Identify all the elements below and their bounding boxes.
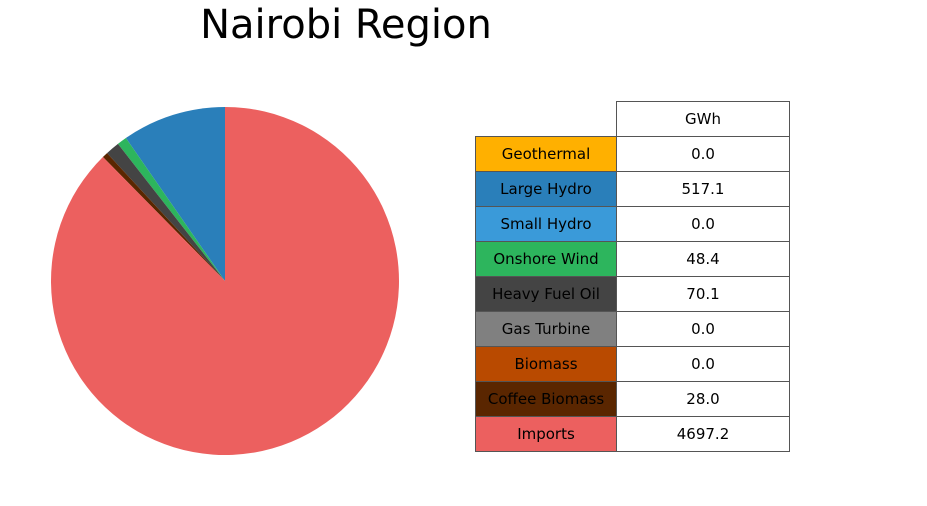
legend-label-gas-turbine: Gas Turbine bbox=[475, 311, 617, 347]
legend-label-heavy-fuel-oil: Heavy Fuel Oil bbox=[475, 276, 617, 312]
pie-slice-large-hydro bbox=[125, 107, 225, 281]
table-header-gwh: GWh bbox=[616, 101, 790, 137]
legend-value-large-hydro: 517.1 bbox=[616, 171, 790, 207]
legend-value-heavy-fuel-oil: 70.1 bbox=[616, 276, 790, 312]
table-row-gas-turbine: Gas Turbine 0.0 bbox=[475, 311, 790, 347]
pie-slice-imports bbox=[51, 107, 400, 455]
legend-value-small-hydro: 0.0 bbox=[616, 206, 790, 242]
legend-label-coffee-biomass: Coffee Biomass bbox=[475, 381, 617, 417]
legend-label-imports: Imports bbox=[475, 416, 617, 452]
legend-value-gas-turbine: 0.0 bbox=[616, 311, 790, 347]
legend-value-onshore-wind: 48.4 bbox=[616, 241, 790, 277]
table-row-small-hydro: Small Hydro 0.0 bbox=[475, 206, 790, 242]
legend-value-biomass: 0.0 bbox=[616, 346, 790, 382]
pie-slice-coffee-biomass bbox=[102, 153, 225, 281]
table-row-imports: Imports 4697.2 bbox=[475, 416, 790, 452]
table-row-coffee-biomass: Coffee Biomass 28.0 bbox=[475, 381, 790, 417]
table-row-heavy-fuel-oil: Heavy Fuel Oil 70.1 bbox=[475, 276, 790, 312]
legend-value-imports: 4697.2 bbox=[616, 416, 790, 452]
legend-value-coffee-biomass: 28.0 bbox=[616, 381, 790, 417]
table-row-large-hydro: Large Hydro 517.1 bbox=[475, 171, 790, 207]
chart-title: Nairobi Region bbox=[200, 2, 492, 48]
table-row-geothermal: Geothermal 0.0 bbox=[475, 136, 790, 172]
legend-label-biomass: Biomass bbox=[475, 346, 617, 382]
legend-label-small-hydro: Small Hydro bbox=[475, 206, 617, 242]
legend-label-geothermal: Geothermal bbox=[475, 136, 617, 172]
table-row-biomass: Biomass 0.0 bbox=[475, 346, 790, 382]
legend-table: GWh Geothermal 0.0 Large Hydro 517.1 Small H… bbox=[475, 101, 790, 452]
legend-label-onshore-wind: Onshore Wind bbox=[475, 241, 617, 277]
legend-label-large-hydro: Large Hydro bbox=[475, 171, 617, 207]
pie-slice-heavy-fuel-oil bbox=[107, 143, 225, 281]
table-corner-cell bbox=[476, 102, 617, 137]
table-header-row: GWh bbox=[476, 101, 790, 137]
pie-chart bbox=[51, 107, 400, 455]
pie-slice-onshore-wind bbox=[117, 137, 225, 281]
legend-value-geothermal: 0.0 bbox=[616, 136, 790, 172]
table-row-onshore-wind: Onshore Wind 48.4 bbox=[475, 241, 790, 277]
